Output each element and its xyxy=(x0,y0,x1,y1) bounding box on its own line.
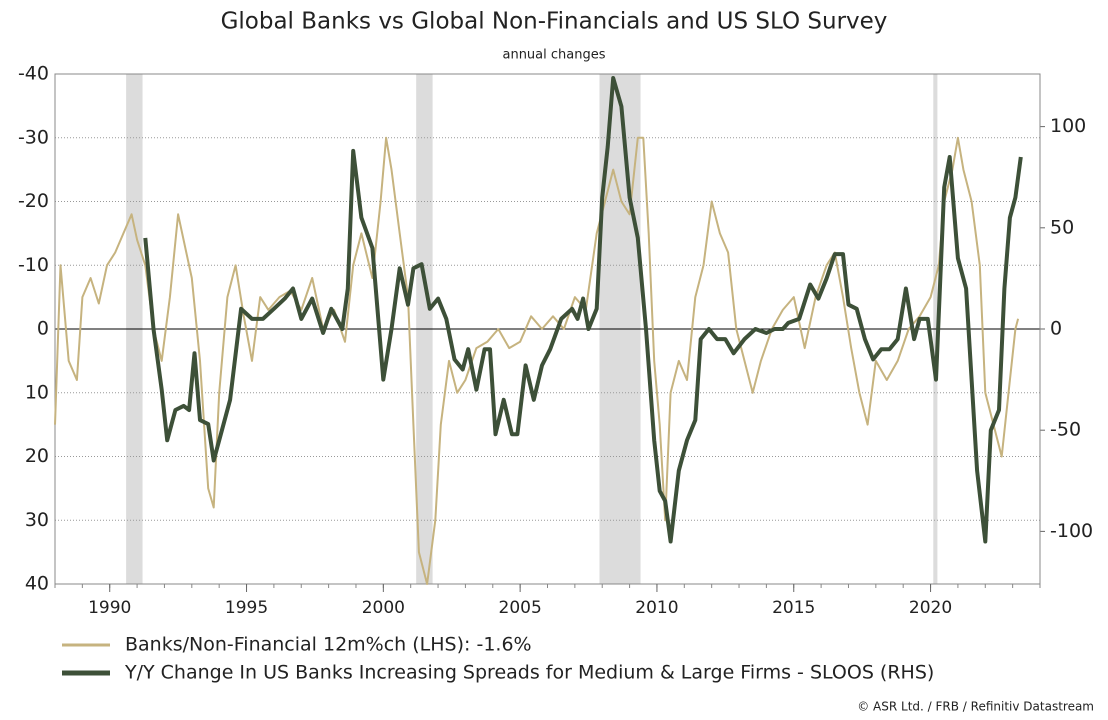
legend-label: Y/Y Change In US Banks Increasing Spread… xyxy=(124,662,934,684)
y-tick-label: 20 xyxy=(25,445,49,467)
source: © ASR Ltd. / FRB / Refinitiv Datastream xyxy=(857,700,1094,714)
y-tick-label: 40 xyxy=(25,573,49,595)
x-tick-label: 2010 xyxy=(635,598,678,618)
chart-title: Global Banks vs Global Non-Financials an… xyxy=(221,9,888,35)
x-tick-label: 2000 xyxy=(362,598,405,618)
y2-tick-label: 100 xyxy=(1050,115,1086,137)
series-line xyxy=(54,136,1020,585)
y-tick-label: 10 xyxy=(25,381,49,403)
y-tick-label: -30 xyxy=(18,126,49,148)
x-tick-label: 2020 xyxy=(909,598,952,618)
y-tick-label: -20 xyxy=(18,190,49,212)
x-tick-label: 2005 xyxy=(499,598,542,618)
legend-label: Banks/Non-Financial 12m%ch (LHS): -1.6% xyxy=(125,634,532,656)
x-tick-label: 1990 xyxy=(88,598,131,618)
chart-subtitle: annual changes xyxy=(502,48,605,63)
x-tick-label: 1995 xyxy=(225,598,268,618)
y-tick-label: 0 xyxy=(37,318,49,340)
y2-tick-label: 50 xyxy=(1050,216,1074,238)
y2-tick-label: -100 xyxy=(1050,520,1093,542)
series-line xyxy=(143,76,1023,544)
y2-tick-label: -50 xyxy=(1050,419,1081,441)
y2-tick-label: 0 xyxy=(1050,318,1062,340)
x-tick-label: 2015 xyxy=(772,598,815,618)
y-tick-label: -10 xyxy=(18,254,49,276)
y-tick-label: 30 xyxy=(25,509,49,531)
y-tick-label: -40 xyxy=(18,63,49,85)
